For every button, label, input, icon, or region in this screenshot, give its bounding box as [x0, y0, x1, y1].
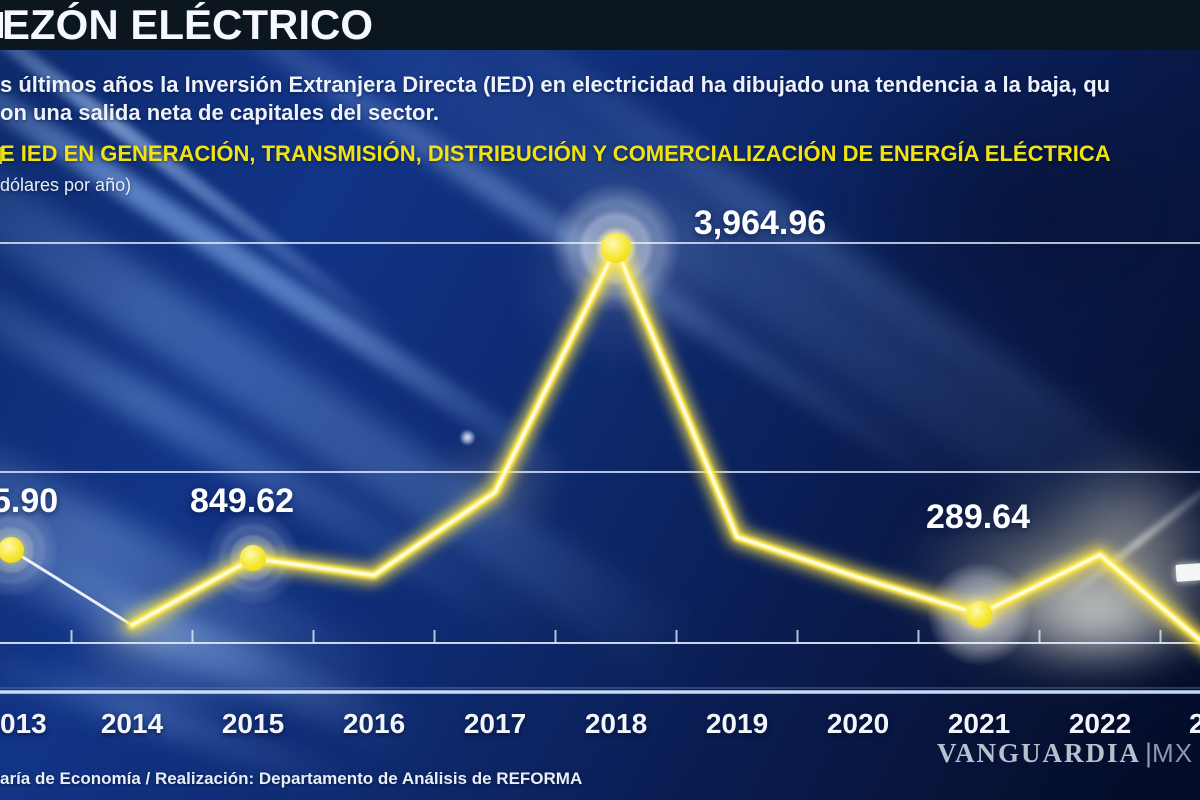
data-label-2021: 289.64 — [926, 498, 1030, 536]
data-point-halo — [536, 168, 696, 329]
chart-title: E IED EN GENERACIÓN, TRANSMISIÓN, DISTRI… — [0, 141, 1111, 166]
ambient-glow — [470, 140, 770, 410]
x-axis-label: 2015 — [221, 708, 285, 739]
data-point-2015 — [240, 545, 266, 572]
data-label-2013: 5.90 — [0, 482, 59, 520]
title-bar: EZÓN ELÉCTRICO — [0, 0, 1200, 50]
light-beam — [0, 384, 412, 743]
watermark-text: VANGUARDIA — [937, 738, 1142, 768]
data-label-2018: 3,964.96 — [693, 204, 827, 242]
ambient-glow — [55, 585, 225, 680]
line-bloom — [1015, 425, 1200, 630]
intro-line-2: on una salida neta de capitales del sect… — [0, 100, 439, 125]
x-axis-label: 013 — [0, 708, 47, 739]
source-credit: aría de Economía / Realización: Departam… — [0, 769, 583, 788]
data-point-2021 — [966, 601, 992, 628]
sparkle — [460, 430, 475, 445]
x-axis-label: 2018 — [584, 708, 648, 739]
data-point-halo — [914, 549, 1044, 680]
ambient-glow — [415, 415, 585, 550]
line-core — [130, 246, 1200, 643]
x-axis-label: 2020 — [826, 708, 890, 739]
x-axis-label: 2016 — [342, 708, 406, 739]
watermark: VANGUARDIA |MX — [937, 738, 1193, 769]
page-title: EZÓN ELÉCTRICO — [2, 1, 374, 48]
x-axis-label: 2014 — [100, 708, 164, 739]
watermark-suffix: MX — [1152, 738, 1194, 768]
data-label-2015: 849.62 — [190, 482, 294, 520]
line-bloom — [955, 535, 1200, 690]
x-axis-label: 2 — [1189, 708, 1200, 739]
light-beam — [0, 0, 404, 346]
x-axis-label: 2017 — [463, 708, 527, 739]
partial-data-label — [1175, 563, 1200, 582]
x-axis-label: 2019 — [705, 708, 769, 739]
x-axis-label: 2022 — [1068, 708, 1132, 739]
data-point-2018 — [601, 233, 631, 264]
watermark-divider: | — [1145, 738, 1153, 768]
line-glow — [123, 239, 1200, 652]
unit-note: dólares por año) — [0, 175, 132, 195]
line-segment-thin — [9, 548, 134, 627]
light-beam — [1057, 465, 1200, 607]
data-point-2013 — [0, 536, 24, 563]
line-main — [127, 243, 1200, 646]
intro-line-1: s últimos años la Inversión Extranjera D… — [0, 72, 1111, 97]
x-axis-label: 2021 — [947, 708, 1011, 739]
